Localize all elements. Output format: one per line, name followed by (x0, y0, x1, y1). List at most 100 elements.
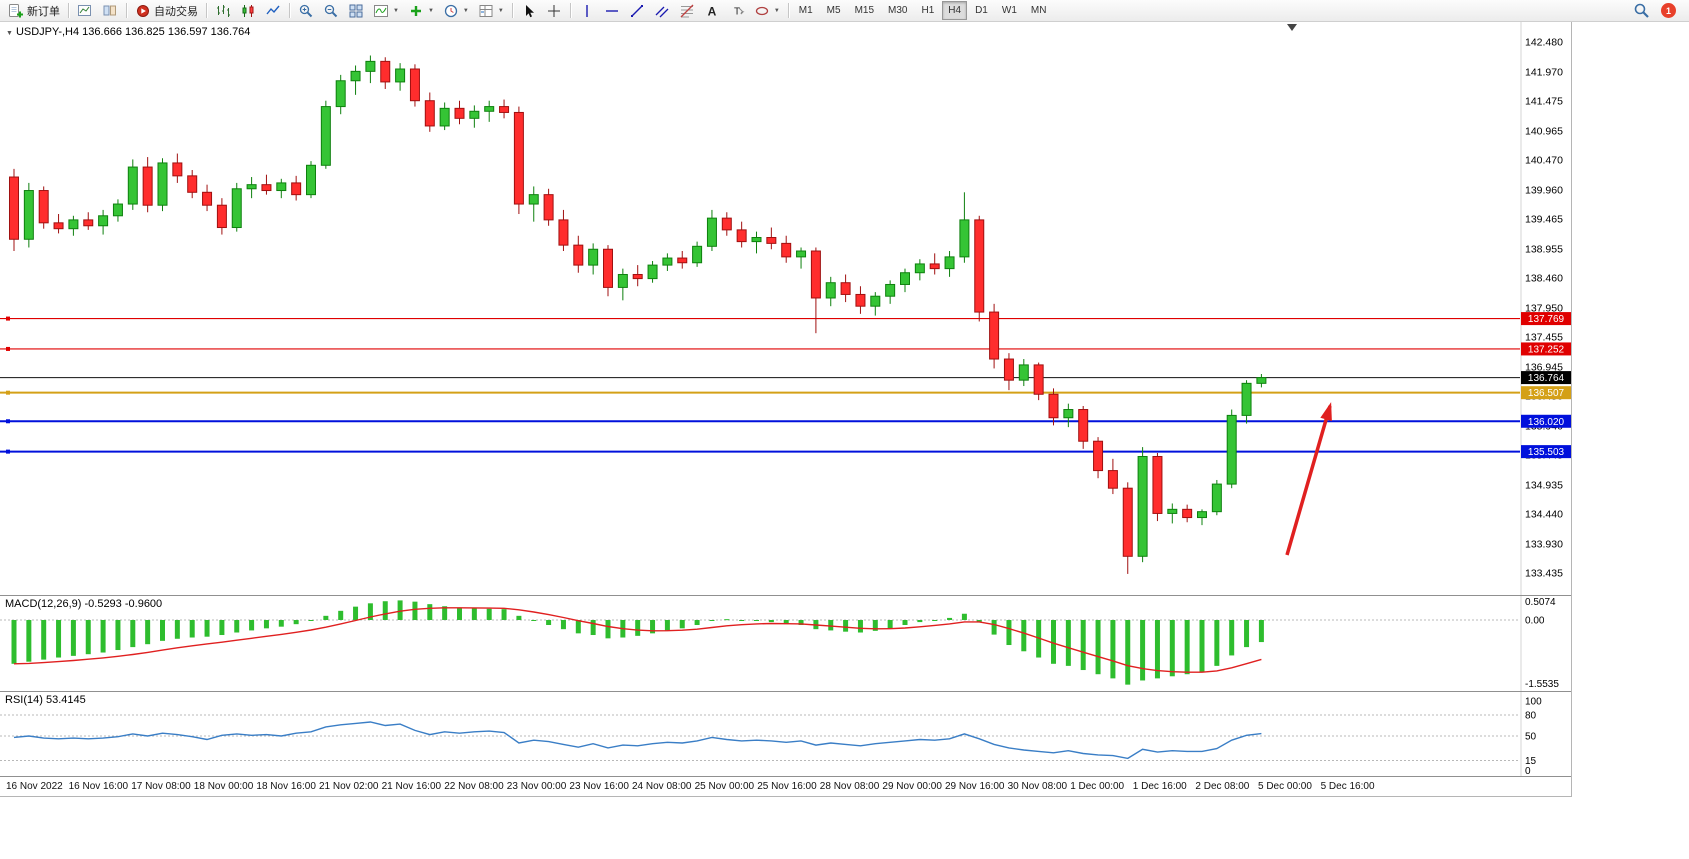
new-order-button[interactable]: 新订单 (4, 1, 64, 21)
time-label: 16 Nov 2022 (6, 781, 63, 792)
time-axis[interactable]: 16 Nov 2022 16 Nov 16:00 17 Nov 08:00 18 No… (0, 776, 1571, 796)
macd-panel: 0.5074 0.00 -1.5535 MACD(12,26,9) -0.5293 … (0, 595, 1571, 691)
candlestick-chart-icon (242, 4, 254, 17)
svg-text:T: T (734, 6, 740, 17)
auto-trading-button[interactable]: 自动交易 (131, 1, 202, 21)
search-button[interactable] (1629, 1, 1654, 21)
timeframe-button-m1[interactable]: M1 (793, 1, 819, 20)
cursor-icon (525, 4, 534, 17)
text-label-tool-button[interactable]: T (725, 1, 749, 21)
svg-text:136.764: 136.764 (1528, 373, 1565, 384)
notification-badge[interactable]: 1 (1661, 3, 1676, 18)
time-label: 21 Nov 02:00 (319, 781, 379, 792)
svg-text:136.020: 136.020 (1528, 417, 1565, 428)
chart-shift-marker (1287, 24, 1297, 31)
channel-icon (655, 6, 669, 17)
separator (511, 3, 513, 18)
rsi-line (13, 721, 1262, 760)
indicators-button[interactable]: ▼ (369, 1, 403, 21)
timeframe-button-mn[interactable]: MN (1025, 1, 1053, 20)
crosshair-icon (547, 4, 560, 17)
new-order-icon (9, 3, 23, 17)
timeframe-button-m30[interactable]: M30 (882, 1, 913, 20)
macd-plot[interactable]: 0.5074 0.00 -1.5535 (0, 596, 1572, 691)
main-toolbar: 新订单 自动交易 (0, 0, 1689, 22)
periods-button[interactable]: ▼ (439, 1, 473, 21)
timeframe-button-m5[interactable]: M5 (821, 1, 847, 20)
dropdown-caret-icon: ▼ (773, 7, 780, 14)
time-label: 24 Nov 08:00 (632, 781, 692, 792)
time-label: 28 Nov 08:00 (819, 781, 880, 792)
svg-text:139.465: 139.465 (1525, 214, 1563, 226)
text-icon: A (707, 4, 716, 18)
macd-signal-value: -0.9600 (124, 598, 163, 610)
horizontal-line-tool-button[interactable] (600, 1, 624, 21)
timeframe-button-d1[interactable]: D1 (969, 1, 994, 20)
svg-text:140.965: 140.965 (1525, 125, 1563, 137)
rsi-plot[interactable]: 100 80 50 150 (0, 692, 1572, 776)
timeframe-button-h1[interactable]: H1 (915, 1, 940, 20)
price-badge (1521, 371, 1571, 385)
price-chart-plot[interactable]: 142.480 141.970 141.475 140.965 140.470 139.9… (0, 22, 1572, 595)
timeframe-button-w1[interactable]: W1 (996, 1, 1023, 20)
profiles-button[interactable] (98, 1, 122, 21)
macd-signal-line (13, 607, 1262, 673)
crosshair-button[interactable] (542, 1, 566, 21)
macd-histogram (11, 600, 1264, 685)
text-label-icon: T (734, 6, 745, 17)
vertical-line-tool-button[interactable] (575, 1, 599, 21)
templates-button[interactable]: ▼ (474, 1, 508, 21)
fibonacci-tool-button[interactable] (675, 1, 699, 21)
timeframe-button-m15[interactable]: M15 (849, 1, 880, 20)
svg-text:138.955: 138.955 (1525, 243, 1563, 255)
chart-window: 142.480 141.970 141.475 140.965 140.470 139.9… (0, 22, 1572, 797)
bar-chart-icon (217, 4, 230, 17)
svg-text:134.935: 134.935 (1525, 479, 1563, 491)
time-label: 18 Nov 00:00 (193, 781, 254, 792)
line-chart-button[interactable] (261, 1, 285, 21)
bar-chart-button[interactable] (211, 1, 235, 21)
new-order-label: 新订单 (27, 5, 60, 18)
time-label: 2 Dec 08:00 (1195, 781, 1250, 792)
svg-text:137.769: 137.769 (1528, 314, 1565, 325)
price-badge (1521, 342, 1571, 356)
price-badge (1521, 414, 1571, 428)
candlestick-chart-button[interactable] (236, 1, 260, 21)
profiles-icon (103, 5, 116, 15)
open-chart-button[interactable] (73, 1, 97, 21)
svg-text:137.455: 137.455 (1525, 332, 1563, 344)
ohlc-open: 136.666 (82, 26, 122, 38)
svg-text:141.475: 141.475 (1525, 96, 1563, 108)
svg-text:15: 15 (1525, 756, 1537, 767)
price-axis: 142.480 141.970 141.475 140.965 140.470 139.9… (1525, 37, 1563, 580)
zoom-out-button[interactable] (319, 1, 343, 21)
trendline-icon (630, 4, 643, 17)
svg-text:133.930: 133.930 (1525, 538, 1563, 550)
candlesticks (9, 55, 1267, 574)
channel-tool-button[interactable] (650, 1, 674, 21)
indicators-icon (374, 4, 388, 17)
timeframe-button-h4[interactable]: H4 (942, 1, 968, 20)
tile-windows-button[interactable] (344, 1, 368, 21)
svg-text:0: 0 (1525, 766, 1531, 776)
separator (126, 3, 127, 18)
add-indicator-button[interactable]: ▼ (404, 1, 438, 21)
svg-text:80: 80 (1525, 711, 1537, 722)
time-label: 5 Dec 00:00 (1258, 781, 1312, 792)
macd-value: -0.5293 (84, 598, 122, 610)
zoom-in-icon (299, 4, 313, 17)
fibonacci-icon (680, 4, 694, 17)
time-label: 5 Dec 16:00 (1320, 781, 1375, 792)
separator (289, 3, 290, 18)
text-tool-button[interactable]: A (700, 1, 724, 21)
zoom-in-button[interactable] (294, 1, 318, 21)
time-label: 23 Nov 00:00 (506, 781, 567, 792)
rsi-panel: 100 80 50 15 0 RSI(14) 53.4145 (0, 691, 1571, 776)
time-label: 29 Nov 16:00 (945, 781, 1005, 792)
time-label: 21 Nov 16:00 (381, 781, 442, 792)
svg-text:0.00: 0.00 (1525, 616, 1545, 627)
shapes-tool-button[interactable]: ▼ (750, 1, 784, 21)
time-label: 29 Nov 00:00 (882, 781, 942, 792)
cursor-button[interactable] (517, 1, 541, 21)
trendline-tool-button[interactable] (625, 1, 649, 21)
